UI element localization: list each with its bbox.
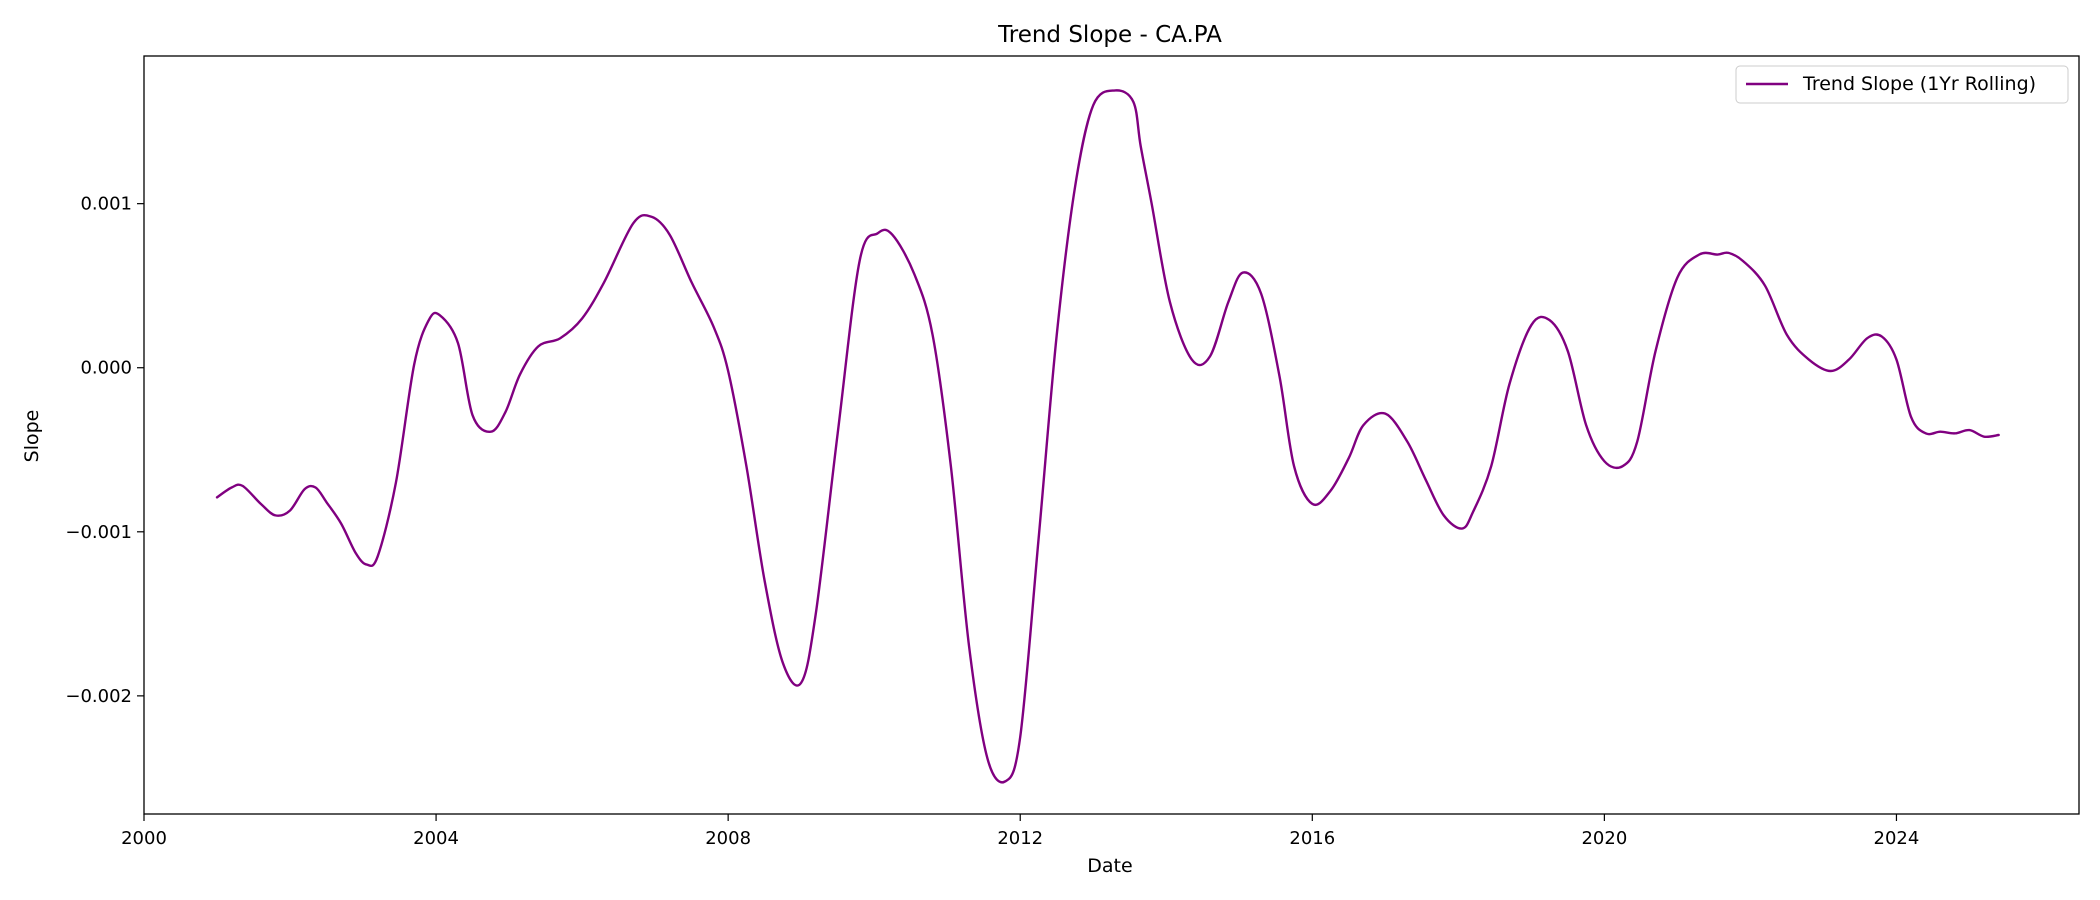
plot-area-frame [143, 55, 2080, 815]
x-tick-label: 2008 [705, 828, 751, 849]
y-tick-label: −0.001 [65, 522, 132, 543]
x-tick-label: 2024 [1874, 828, 1920, 849]
x-tick-label: 2016 [1289, 828, 1335, 849]
y-axis-label: Slope [21, 410, 43, 463]
x-tick-label: 2004 [413, 828, 459, 849]
y-tick-label: 0.001 [80, 194, 132, 215]
x-tick-label: 2012 [997, 828, 1043, 849]
legend-label-trend-slope: Trend Slope (1Yr Rolling) [1802, 73, 2036, 95]
x-tick-label: 2020 [1581, 828, 1627, 849]
x-axis: 2000 2004 2008 2012 2016 2020 2024 [121, 814, 1919, 849]
series-line-trend-slope [215, 89, 2000, 784]
chart-title: Trend Slope - CA.PA [997, 22, 1222, 48]
x-axis-label: Date [1087, 855, 1132, 877]
y-axis: 0.001 0.000 −0.001 −0.002 [65, 194, 144, 707]
legend: Trend Slope (1Yr Rolling) [1735, 65, 2069, 104]
y-tick-label: 0.000 [80, 358, 132, 379]
y-tick-label: −0.002 [65, 686, 132, 707]
legend-box [1735, 65, 2069, 104]
x-tick-label: 2000 [121, 828, 167, 849]
